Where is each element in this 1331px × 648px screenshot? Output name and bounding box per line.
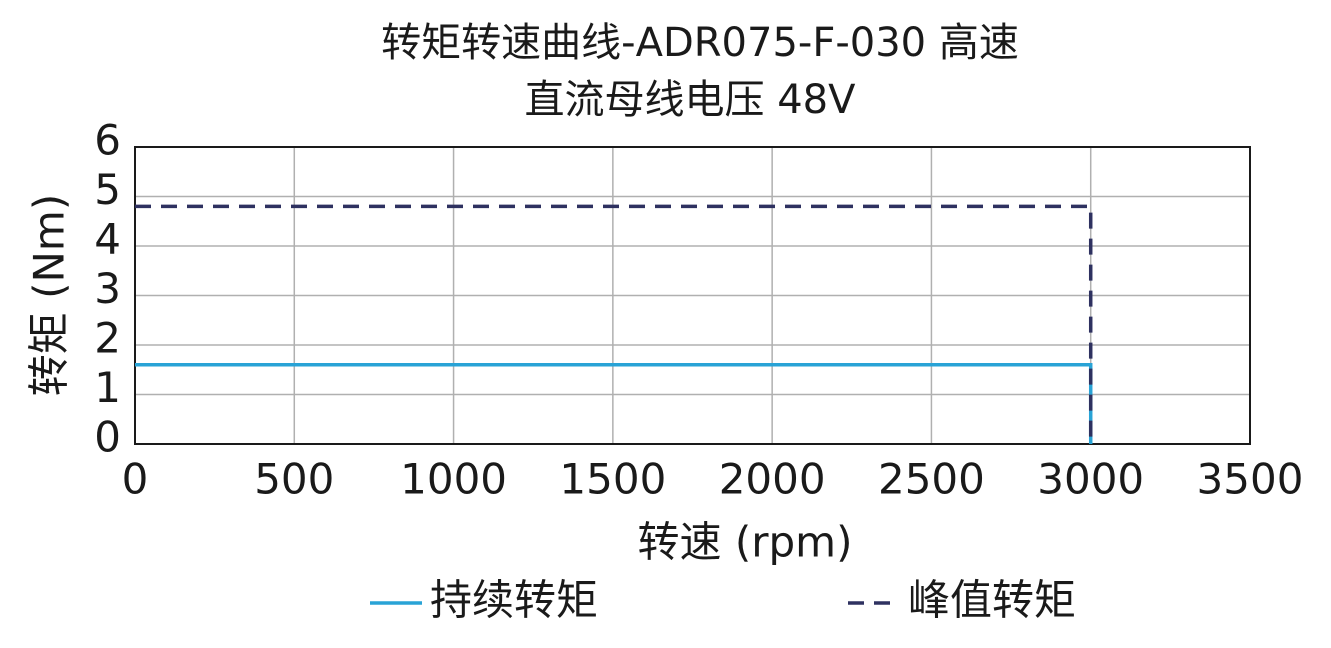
legend-label: 峰值转矩 xyxy=(908,576,1076,625)
y-tick-label: 4 xyxy=(94,215,121,264)
x-tick-label: 1500 xyxy=(559,455,666,504)
chart-title: 转矩转速曲线-ADR075-F-030 高速 xyxy=(381,20,1019,66)
y-tick-label: 2 xyxy=(94,314,121,363)
x-tick-label: 0 xyxy=(122,455,149,504)
y-tick-label: 6 xyxy=(94,116,121,165)
y-tick-label: 1 xyxy=(94,363,121,412)
y-tick-label: 0 xyxy=(94,413,121,462)
x-tick-label: 2000 xyxy=(719,455,826,504)
legend-label: 持续转矩 xyxy=(430,576,598,625)
x-axis-label: 转速 (rpm) xyxy=(638,518,853,567)
y-axis-label: 转矩 (Nm) xyxy=(25,194,74,396)
x-tick-label: 500 xyxy=(254,455,334,504)
series-line xyxy=(135,204,1093,444)
series-line xyxy=(135,363,1093,444)
x-tick-label: 3000 xyxy=(1037,455,1144,504)
plot-frame xyxy=(134,146,1251,445)
x-tick-label: 3500 xyxy=(1197,455,1304,504)
x-tick-label: 1000 xyxy=(400,455,507,504)
y-tick-label: 5 xyxy=(94,165,121,214)
chart-subtitle: 直流母线电压 48V xyxy=(525,77,857,123)
x-tick-label: 2500 xyxy=(878,455,985,504)
y-tick-label: 3 xyxy=(94,264,121,313)
